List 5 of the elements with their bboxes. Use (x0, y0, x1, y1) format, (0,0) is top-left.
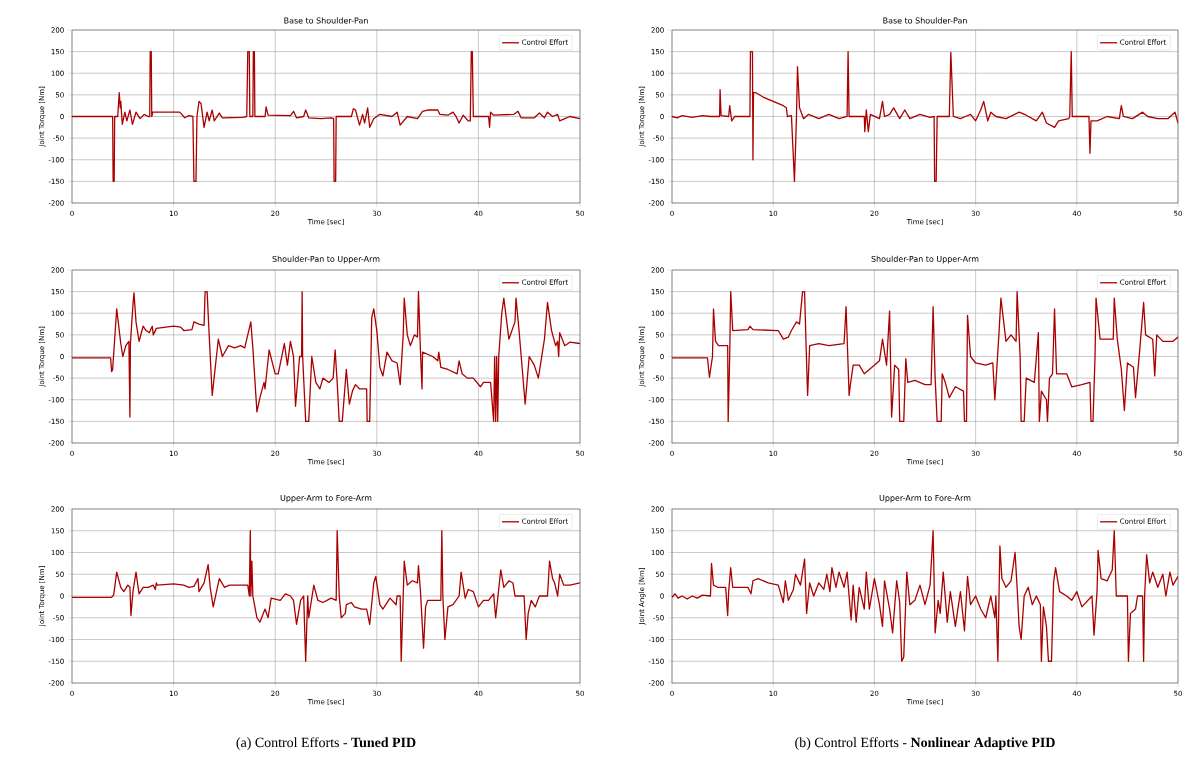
line-series (72, 290, 580, 423)
line-series (672, 530, 1179, 662)
text: (a) Control Efforts - Tuned PID (236, 737, 416, 750)
text: (b) Control Efforts - Nonlinear Adaptive PID (795, 737, 1055, 750)
line-series (672, 50, 1179, 183)
